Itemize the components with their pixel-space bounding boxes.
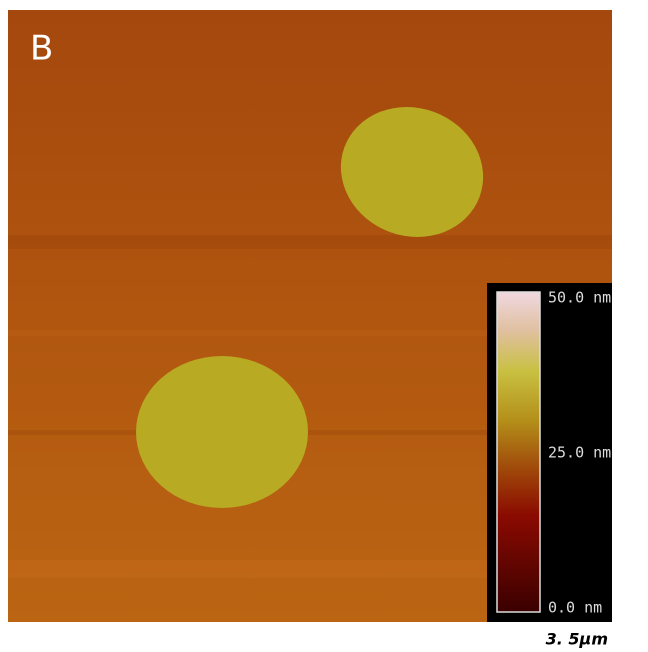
panel-label: B [30, 29, 53, 69]
colorbar [497, 292, 540, 612]
domain [136, 356, 308, 508]
colorbar-label: 50.0 nm [548, 289, 611, 307]
colorbar-label: 25.0 nm [548, 444, 611, 462]
afm-image: B 50.0 nm 25.0 nm 0.0 nm 3. 5μm [0, 0, 648, 652]
figure: B 50.0 nm 25.0 nm 0.0 nm 3. 5μm [0, 0, 648, 652]
colorbar-label: 0.0 nm [548, 599, 602, 617]
scale-bar-label: 3. 5μm [546, 630, 608, 649]
